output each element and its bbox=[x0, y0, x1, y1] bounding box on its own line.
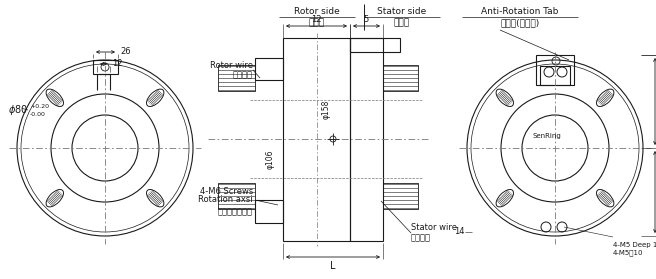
Bar bbox=[383, 183, 418, 209]
Text: 4-M5深10: 4-M5深10 bbox=[613, 250, 644, 256]
Text: Rotation axsi: Rotation axsi bbox=[198, 196, 253, 205]
Bar bbox=[218, 65, 255, 91]
Bar bbox=[218, 183, 255, 209]
Text: $\phi$80: $\phi$80 bbox=[8, 103, 28, 117]
Text: Stator wire: Stator wire bbox=[411, 223, 457, 232]
Text: 定子出线: 定子出线 bbox=[411, 234, 431, 242]
Bar bbox=[540, 66, 570, 85]
Bar bbox=[93, 60, 118, 74]
Text: 12: 12 bbox=[311, 15, 321, 24]
Bar bbox=[350, 38, 400, 52]
Text: 5: 5 bbox=[364, 15, 369, 24]
Text: 转子螺钉固定孔: 转子螺钉固定孔 bbox=[218, 208, 253, 217]
Text: 4-M5 Deep 10: 4-M5 Deep 10 bbox=[613, 242, 656, 248]
Text: +0.20: +0.20 bbox=[30, 104, 49, 109]
Bar bbox=[350, 38, 383, 241]
Text: 转子出线: 转子出线 bbox=[233, 71, 253, 80]
Text: 12: 12 bbox=[112, 59, 123, 69]
Text: Rotor wire: Rotor wire bbox=[210, 61, 253, 69]
Bar bbox=[255, 58, 283, 80]
Text: L: L bbox=[330, 261, 336, 271]
Text: SenRing: SenRing bbox=[533, 133, 562, 139]
Text: 14: 14 bbox=[455, 227, 465, 237]
Bar bbox=[255, 200, 283, 223]
Text: -0.00: -0.00 bbox=[30, 112, 46, 117]
Text: φ106: φ106 bbox=[266, 149, 275, 169]
Text: Anti-Rotation Tab: Anti-Rotation Tab bbox=[482, 8, 559, 16]
Text: 止转片(可调节): 止转片(可调节) bbox=[501, 18, 540, 28]
Text: 4-M6 Screws: 4-M6 Screws bbox=[199, 187, 253, 196]
Text: φ158: φ158 bbox=[321, 99, 331, 119]
Bar bbox=[536, 55, 574, 85]
Text: 转子边: 转子边 bbox=[308, 18, 325, 28]
Text: Stator side: Stator side bbox=[377, 8, 426, 16]
Bar bbox=[283, 38, 350, 241]
Text: 定子边: 定子边 bbox=[394, 18, 409, 28]
Text: Rotor side: Rotor side bbox=[294, 8, 339, 16]
Text: 26: 26 bbox=[120, 47, 131, 57]
Bar bbox=[383, 65, 418, 91]
